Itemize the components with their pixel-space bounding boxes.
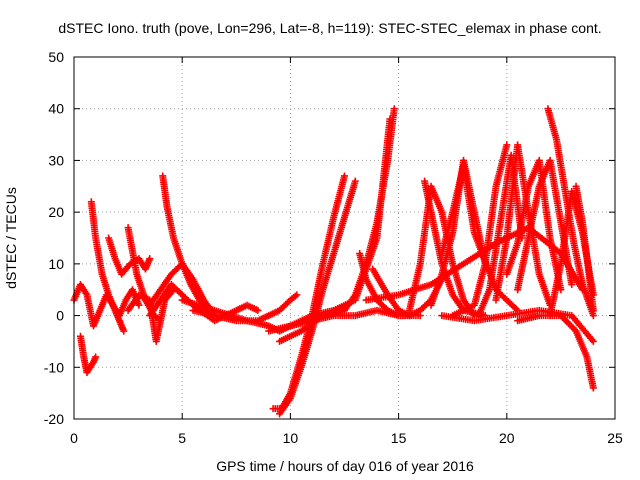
trace-marker (306, 313, 314, 321)
trace-marker (318, 288, 326, 296)
trace-marker (577, 284, 585, 292)
trace-marker (263, 321, 271, 329)
trace-marker (351, 179, 359, 187)
trace-marker (485, 288, 493, 296)
trace-marker (119, 325, 127, 333)
trace-marker (307, 329, 315, 337)
y-tick-label: 30 (48, 152, 64, 168)
trace-marker (115, 315, 123, 323)
trace-marker (121, 298, 129, 306)
trace-marker (589, 382, 597, 390)
trace-marker (459, 294, 467, 302)
y-tick-label: -20 (44, 411, 64, 427)
y-tick-label: -10 (44, 359, 64, 375)
trace-marker (169, 232, 177, 240)
trace-marker (556, 284, 564, 292)
trace-marker (340, 174, 348, 182)
trace-marker (589, 304, 597, 312)
x-tick-label: 10 (283, 430, 299, 446)
trace-marker (340, 215, 348, 223)
chart-title: dSTEC Iono. truth (pove, Lon=296, Lat=-8… (58, 20, 601, 36)
tick-labels: 0 5 10 15 20 25 -20 -10 0 10 20 30 40 50 (44, 49, 623, 446)
trace-marker (296, 365, 304, 373)
trace-marker (425, 281, 433, 289)
trace-marker (448, 258, 456, 266)
trace-marker (386, 117, 394, 125)
trace-marker (145, 256, 153, 264)
y-tick-label: 10 (48, 256, 64, 272)
trace-marker (241, 316, 249, 324)
trace-marker (110, 304, 118, 312)
x-tick-label: 0 (70, 430, 78, 446)
trace-marker (392, 291, 400, 299)
trace-marker (566, 311, 574, 319)
trace-marker (110, 253, 118, 261)
plot-frame (73, 56, 616, 420)
trace-marker (513, 241, 521, 249)
trace-marker (98, 268, 106, 276)
trace-marker (588, 336, 596, 344)
trace-marker (582, 351, 590, 359)
trace-marker (458, 261, 466, 269)
trace-marker (328, 307, 336, 315)
trace-marker (362, 273, 370, 281)
x-tick-label: 20 (499, 430, 515, 446)
trace-marker (437, 206, 445, 214)
trace-marker (329, 215, 337, 223)
trace-marker (552, 134, 560, 142)
trace-marker (555, 312, 563, 320)
trace-marker (284, 322, 292, 330)
trace-marker (524, 184, 532, 192)
y-tick-label: 20 (48, 204, 64, 220)
trace-marker (209, 306, 217, 314)
trace-marker (429, 216, 437, 224)
trace-marker (481, 262, 489, 270)
trace-marker (132, 268, 140, 276)
trace-marker (571, 326, 579, 334)
trace-marker (448, 210, 456, 218)
trace-marker (291, 292, 299, 300)
trace-marker (95, 308, 103, 316)
trace-marker (383, 289, 391, 297)
trace-marker (448, 289, 456, 297)
trace-marker (285, 396, 293, 404)
trace-marker (199, 294, 207, 302)
trace-marker (295, 328, 303, 336)
trace-marker (390, 107, 398, 115)
trace-marker (372, 236, 380, 244)
trace-marker (502, 143, 510, 151)
trace-marker (104, 289, 112, 297)
trace-marker (252, 306, 260, 314)
trace-marker (535, 184, 543, 192)
y-tick-label: 50 (48, 49, 64, 65)
trace-marker (470, 227, 478, 235)
y-tick-label: 40 (48, 101, 64, 117)
x-axis-label: GPS time / hours of day 016 of year 2016 (216, 458, 474, 474)
trace-marker (535, 268, 543, 276)
trace-marker (524, 236, 532, 244)
trace-marker (188, 274, 196, 282)
trace-marker (567, 278, 575, 286)
trace-marker (329, 252, 337, 260)
x-tick-label: 5 (178, 430, 186, 446)
trace-marker (318, 262, 326, 270)
x-tick-label: 25 (607, 430, 623, 446)
trace-marker (490, 240, 498, 248)
trace-marker (263, 312, 271, 320)
trace-marker (91, 355, 99, 363)
trace-marker (393, 311, 401, 319)
y-axis-label: dSTEC / TECUs (3, 187, 19, 289)
data-points (70, 105, 597, 418)
trace-marker (124, 263, 132, 271)
trace-marker (82, 289, 90, 297)
trace-marker (492, 184, 500, 192)
x-tick-label: 15 (391, 430, 407, 446)
y-tick-label: 0 (56, 308, 64, 324)
